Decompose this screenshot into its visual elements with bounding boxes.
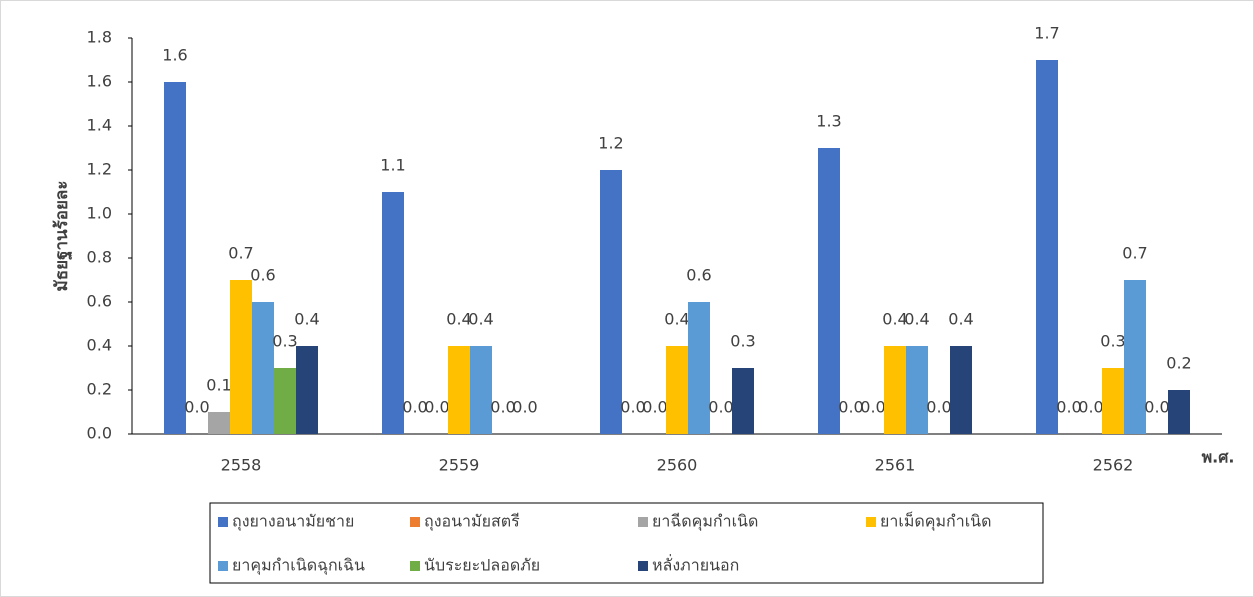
legend-label: ยาฉีดคุมกำเนิด [652, 512, 758, 532]
data-label: 0.7 [228, 244, 253, 263]
bar [950, 346, 972, 434]
bar [818, 148, 840, 434]
data-label: 0.1 [206, 376, 231, 395]
bar [448, 346, 470, 434]
data-label: 0.0 [490, 398, 515, 417]
y-tick-label: 0.8 [87, 248, 112, 267]
data-label: 0.0 [402, 398, 427, 417]
bar [252, 302, 274, 434]
y-tick-label: 0.6 [87, 292, 112, 311]
bar [732, 368, 754, 434]
data-label: 0.4 [446, 310, 471, 329]
bar [382, 192, 404, 434]
data-label: 0.7 [1122, 244, 1147, 263]
data-label: 1.6 [162, 46, 187, 65]
x-axis-label: พ.ศ. [1202, 448, 1235, 467]
data-label: 1.1 [380, 156, 405, 175]
bar [884, 346, 906, 434]
legend-label: นับระยะปลอดภัย [424, 556, 540, 575]
legend-label: หลั่งภายนอก [652, 554, 739, 575]
data-label: 1.3 [816, 112, 841, 131]
data-label: 0.0 [926, 398, 951, 417]
bar [208, 412, 230, 434]
bar [666, 346, 688, 434]
bar [1102, 368, 1124, 434]
y-tick-label: 1.6 [87, 72, 112, 91]
data-label: 0.3 [1100, 332, 1125, 351]
bar [600, 170, 622, 434]
legend-swatch [866, 517, 876, 527]
legend-label: ยาเม็ดคุมกำเนิด [880, 511, 991, 532]
data-label: 1.2 [598, 134, 623, 153]
x-tick-label: 2560 [657, 456, 698, 475]
data-label: 0.4 [664, 310, 689, 329]
y-axis-label: มัธยฐานร้อยละ [52, 181, 73, 292]
bar [164, 82, 186, 434]
legend-swatch [638, 517, 648, 527]
data-label: 0.0 [1144, 398, 1169, 417]
y-tick-label: 0.4 [87, 336, 112, 355]
y-tick-label: 1.2 [87, 160, 112, 179]
data-label: 0.2 [1166, 354, 1191, 373]
data-label: 0.0 [860, 398, 885, 417]
data-label: 0.3 [730, 332, 755, 351]
data-label: 0.6 [250, 266, 275, 285]
y-tick-label: 0.0 [87, 424, 112, 443]
legend-swatch [218, 517, 228, 527]
bar [296, 346, 318, 434]
legend-swatch [410, 517, 420, 527]
data-label: 0.0 [512, 398, 537, 417]
bar [1168, 390, 1190, 434]
data-label: 0.4 [294, 310, 319, 329]
bar [1124, 280, 1146, 434]
bar [274, 368, 296, 434]
data-label: 0.4 [468, 310, 493, 329]
legend-swatch [218, 561, 228, 571]
legend-box [209, 502, 1044, 584]
x-tick-label: 2562 [1093, 456, 1134, 475]
data-label: 0.6 [686, 266, 711, 285]
legend-swatch [638, 561, 648, 571]
y-tick-label: 1.8 [87, 28, 112, 47]
data-label: 0.0 [838, 398, 863, 417]
data-label: 0.4 [904, 310, 929, 329]
x-tick-label: 2558 [221, 456, 262, 475]
data-label: 0.0 [1078, 398, 1103, 417]
data-label: 0.0 [184, 398, 209, 417]
data-label: 0.0 [708, 398, 733, 417]
data-label: 0.4 [882, 310, 907, 329]
legend-label: ถุงอนามัยสตรี [424, 512, 520, 532]
y-tick-label: 1.0 [87, 204, 112, 223]
bar [230, 280, 252, 434]
x-tick-label: 2561 [875, 456, 916, 475]
data-label: 0.4 [948, 310, 973, 329]
bar [906, 346, 928, 434]
y-tick-label: 0.2 [87, 380, 112, 399]
bar [1036, 60, 1058, 434]
data-label: 0.3 [272, 332, 297, 351]
legend-swatch [410, 561, 420, 571]
data-label: 0.0 [1056, 398, 1081, 417]
data-label: 0.0 [620, 398, 645, 417]
data-label: 1.7 [1034, 24, 1059, 43]
bar [470, 346, 492, 434]
data-label: 0.0 [642, 398, 667, 417]
x-tick-label: 2559 [439, 456, 480, 475]
legend-label: ยาคุมกำเนิดฉุกเฉิน [232, 556, 365, 576]
y-tick-label: 1.4 [87, 116, 112, 135]
bar [688, 302, 710, 434]
legend-label: ถุงยางอนามัยชาย [232, 512, 354, 532]
data-label: 0.0 [424, 398, 449, 417]
